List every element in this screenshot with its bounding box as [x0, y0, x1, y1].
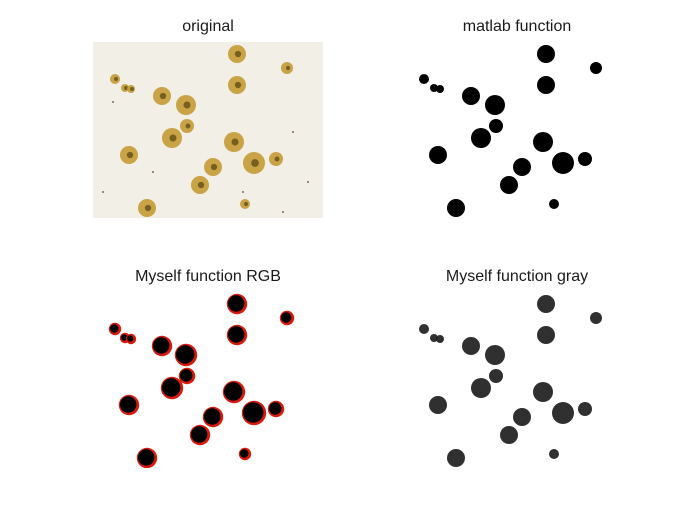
gray-blob — [436, 335, 444, 343]
gray-blob — [537, 295, 555, 313]
original-image — [93, 42, 323, 218]
rgb-blob — [121, 334, 128, 341]
gray-blob — [430, 334, 438, 342]
rgb-blob — [180, 369, 193, 382]
rgb-blob — [162, 378, 181, 397]
rgb-blob — [153, 337, 170, 354]
mask-blob — [436, 85, 444, 93]
mask-blob — [471, 128, 491, 148]
mask-blob — [419, 74, 429, 84]
rgb-blob — [120, 396, 137, 413]
panel-original: original — [93, 14, 323, 218]
gray-blob — [489, 369, 503, 383]
mask-blob — [430, 84, 438, 92]
gray-blob — [462, 337, 480, 355]
mask-blob — [549, 199, 559, 209]
panel-rgb: Myself function RGB — [93, 264, 323, 468]
gray-blob — [578, 402, 592, 416]
panel-title-original: original — [182, 18, 234, 35]
matlab-mask-image — [402, 42, 632, 218]
gray-blob — [471, 378, 491, 398]
gray-blob — [533, 382, 553, 402]
gray-blob — [552, 402, 574, 424]
mask-blob — [537, 45, 555, 63]
gray-blob — [590, 312, 602, 324]
panel-title-gray: Myself function gray — [445, 268, 589, 285]
rgb-blob — [224, 382, 243, 401]
mask-blob — [513, 158, 531, 176]
panel-title-rgb: Myself function RGB — [135, 268, 281, 285]
rgb-blob — [228, 326, 245, 343]
gray-blob — [537, 326, 555, 344]
mask-blob — [552, 152, 574, 174]
gray-blob — [419, 324, 429, 334]
mask-blob — [537, 76, 555, 94]
mask-blob — [429, 146, 447, 164]
gray-blob — [513, 408, 531, 426]
gray-blob — [429, 396, 447, 414]
panel-title-matlab: matlab function — [462, 18, 572, 35]
rgb-blob — [191, 426, 208, 443]
rgb-blob — [138, 449, 155, 466]
panel-gray: Myself function gray — [402, 264, 632, 468]
mask-blob — [462, 87, 480, 105]
rgb-blob — [269, 402, 282, 415]
mask-blob — [447, 199, 465, 217]
rgb-blob — [243, 402, 264, 423]
mask-blob — [533, 132, 553, 152]
rgb-blob — [204, 408, 221, 425]
rgb-blob — [281, 312, 292, 323]
mask-blob — [578, 152, 592, 166]
rgb-blob — [176, 345, 195, 364]
gray-blob — [500, 426, 518, 444]
panel-matlab: matlab function — [402, 14, 632, 218]
gray-blob — [447, 449, 465, 467]
rgb-blob — [110, 324, 119, 333]
myself-gray-image — [402, 292, 632, 468]
mask-blob — [489, 119, 503, 133]
gray-blob — [485, 345, 505, 365]
mask-blob — [590, 62, 602, 74]
rgb-blob — [240, 449, 249, 458]
rgb-blob — [127, 335, 134, 342]
mask-blob — [485, 95, 505, 115]
gray-blob — [549, 449, 559, 459]
myself-rgb-image — [93, 292, 323, 468]
mask-blob — [500, 176, 518, 194]
rgb-blob — [228, 295, 245, 312]
